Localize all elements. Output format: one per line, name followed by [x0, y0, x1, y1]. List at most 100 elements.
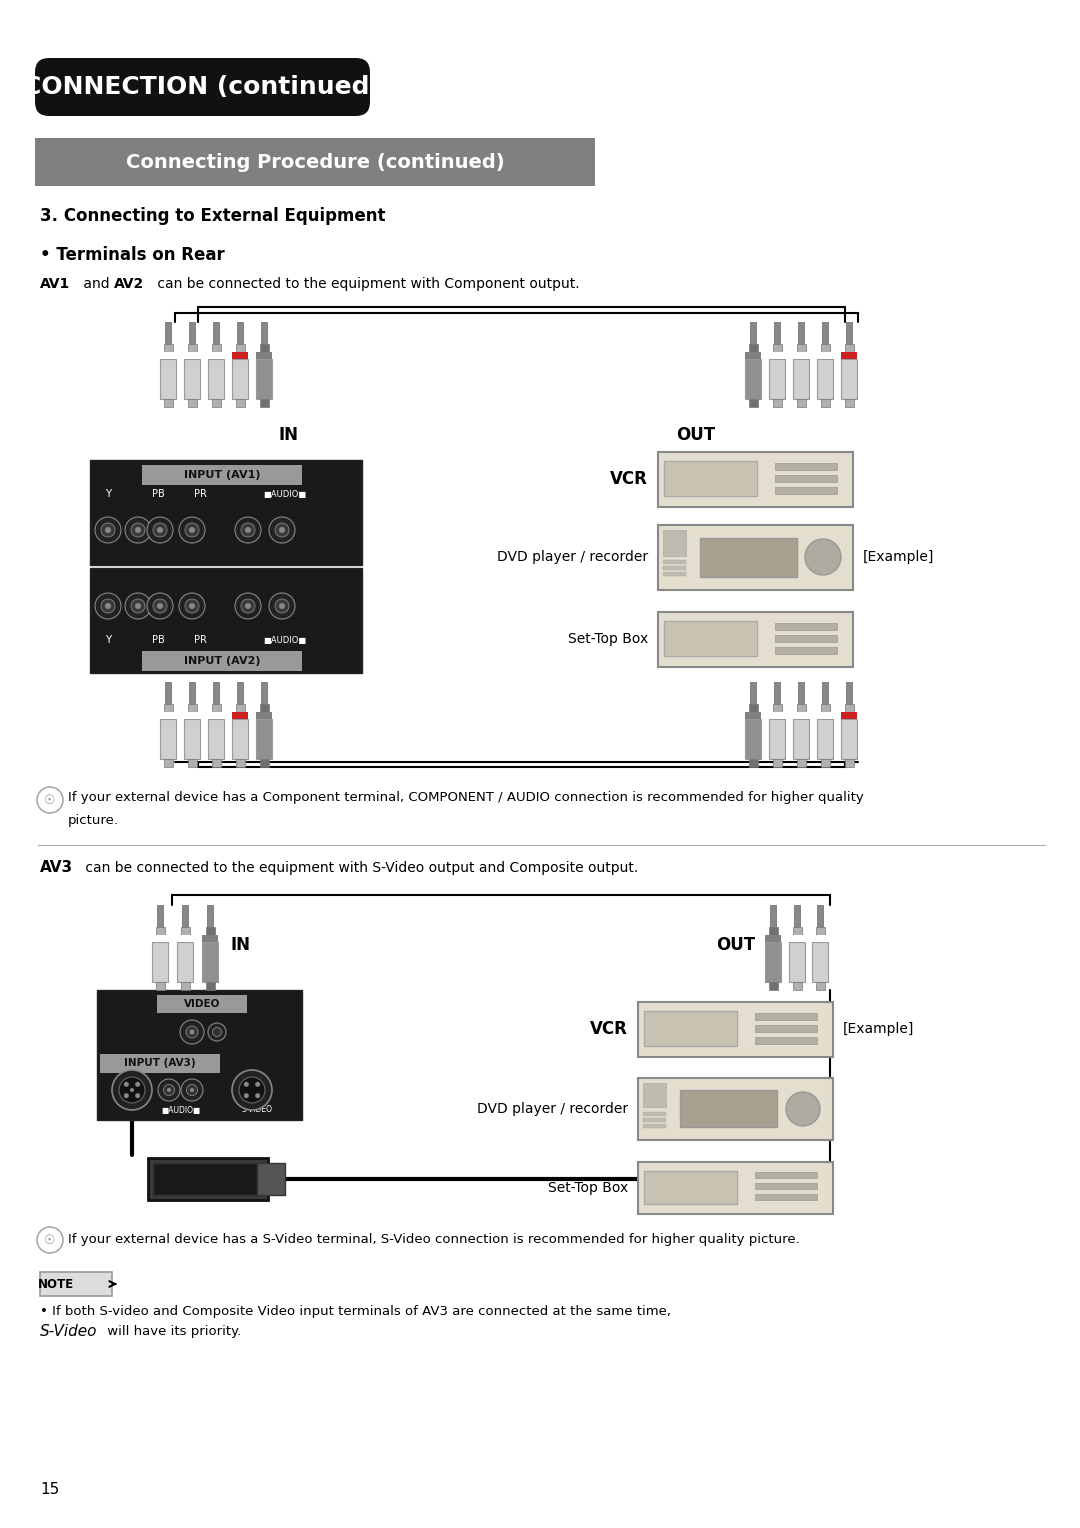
Bar	[261, 322, 267, 344]
Text: IN: IN	[278, 426, 298, 445]
Text: [Example]: [Example]	[863, 550, 934, 564]
Bar	[100, 1054, 220, 1073]
Text: ■AUDIO■: ■AUDIO■	[264, 489, 307, 498]
Bar	[798, 681, 804, 704]
Circle shape	[135, 604, 141, 610]
Bar	[769, 720, 785, 759]
Bar	[789, 941, 805, 983]
Bar	[793, 351, 809, 359]
Bar	[184, 720, 200, 759]
Bar	[237, 759, 245, 767]
Circle shape	[241, 523, 255, 536]
Bar	[775, 636, 837, 642]
Text: Y: Y	[105, 636, 111, 645]
Circle shape	[213, 1027, 221, 1036]
Bar	[663, 559, 686, 564]
Text: INPUT (AV1): INPUT (AV1)	[184, 471, 260, 480]
Bar	[35, 138, 595, 186]
Circle shape	[125, 516, 151, 542]
Circle shape	[208, 1024, 226, 1041]
Bar	[160, 712, 176, 720]
Bar	[769, 927, 778, 935]
Bar	[793, 712, 809, 720]
Circle shape	[37, 1227, 63, 1253]
Circle shape	[245, 527, 251, 533]
Bar	[750, 704, 758, 712]
Bar	[157, 905, 163, 927]
Bar	[845, 344, 854, 351]
Bar	[212, 704, 221, 712]
Text: AV2: AV2	[114, 277, 145, 290]
Text: If your external device has a S-Video terminal, S-Video connection is recommende: If your external device has a S-Video te…	[68, 1233, 800, 1247]
Bar	[189, 322, 195, 344]
Text: Connecting Procedure (continued): Connecting Procedure (continued)	[125, 153, 504, 171]
Text: VIDEO: VIDEO	[184, 999, 220, 1008]
Text: and: and	[79, 277, 114, 290]
Circle shape	[179, 593, 205, 619]
Bar	[643, 1125, 666, 1128]
Circle shape	[95, 593, 121, 619]
Text: If your external device has a Component terminal, COMPONENT / AUDIO connection i: If your external device has a Component …	[68, 792, 864, 804]
Bar	[755, 1025, 816, 1031]
Bar	[164, 759, 173, 767]
Bar	[775, 623, 837, 630]
Bar	[750, 759, 758, 767]
Circle shape	[112, 1070, 152, 1109]
Text: AV3: AV3	[40, 860, 73, 876]
Bar	[188, 704, 197, 712]
Bar	[260, 759, 269, 767]
Circle shape	[239, 1077, 265, 1103]
Text: PB: PB	[151, 489, 164, 500]
Bar	[206, 927, 215, 935]
Text: Set-Top Box: Set-Top Box	[548, 1181, 627, 1195]
Circle shape	[158, 1079, 180, 1102]
Circle shape	[131, 523, 145, 536]
Bar	[812, 935, 828, 941]
Text: ■AUDIO■: ■AUDIO■	[161, 1105, 201, 1114]
Bar	[257, 1163, 285, 1195]
Bar	[816, 927, 825, 935]
Bar	[664, 461, 757, 497]
Bar	[841, 359, 858, 399]
Bar	[789, 935, 805, 941]
Bar	[232, 359, 248, 399]
Bar	[745, 351, 761, 359]
Bar	[157, 995, 247, 1013]
Text: PB: PB	[151, 636, 164, 645]
Bar	[177, 935, 193, 941]
Bar	[208, 712, 224, 720]
Text: INPUT (AV2): INPUT (AV2)	[184, 656, 260, 666]
Circle shape	[245, 604, 251, 610]
Text: • Terminals on Rear: • Terminals on Rear	[40, 246, 225, 264]
Bar	[822, 681, 828, 704]
Circle shape	[185, 599, 199, 613]
Text: VCR: VCR	[610, 471, 648, 487]
Circle shape	[186, 1025, 198, 1038]
Bar	[664, 620, 757, 656]
Circle shape	[269, 593, 295, 619]
Bar	[156, 927, 165, 935]
Bar	[755, 1193, 816, 1199]
Circle shape	[157, 604, 163, 610]
Bar	[256, 359, 272, 399]
Bar	[755, 1038, 816, 1044]
Circle shape	[269, 516, 295, 542]
Text: INPUT (AV3): INPUT (AV3)	[124, 1057, 195, 1068]
Circle shape	[275, 599, 289, 613]
Bar	[208, 351, 224, 359]
Bar	[97, 990, 302, 1120]
Circle shape	[131, 599, 145, 613]
Circle shape	[135, 1093, 140, 1099]
Circle shape	[124, 1093, 129, 1099]
Circle shape	[786, 1093, 820, 1126]
Bar	[845, 704, 854, 712]
Bar	[644, 1170, 737, 1204]
Bar	[821, 344, 831, 351]
Bar	[644, 1012, 737, 1047]
Bar	[773, 399, 782, 406]
Bar	[658, 526, 853, 590]
Bar	[769, 712, 785, 720]
Circle shape	[235, 516, 261, 542]
Bar	[212, 344, 221, 351]
Bar	[188, 344, 197, 351]
